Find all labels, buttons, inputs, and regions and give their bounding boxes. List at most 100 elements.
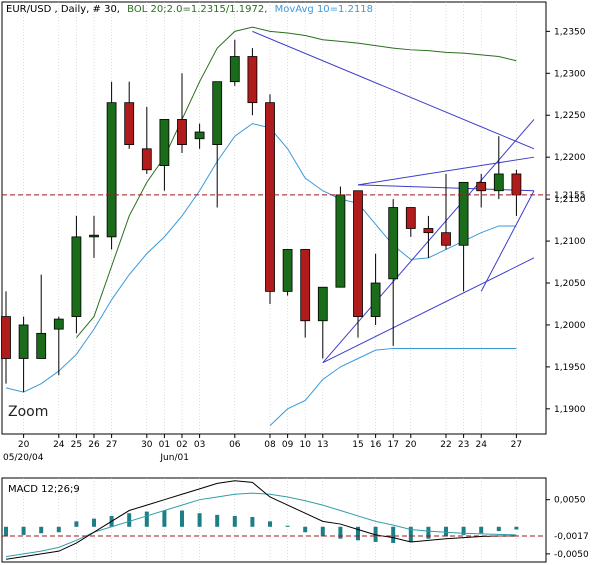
- bullish-candle: [18, 324, 29, 359]
- macd-lines: [2, 480, 546, 560]
- day-label: 20: [405, 440, 417, 450]
- bullish-candle: [194, 131, 205, 140]
- trendline: [322, 257, 535, 364]
- bollinger-bands: [76, 26, 517, 426]
- bullish-candle: [493, 173, 504, 192]
- macd-histogram-bar: [320, 526, 325, 537]
- bullish-candle: [317, 286, 328, 322]
- bullish-candle: [458, 181, 469, 246]
- bearish-candle: [476, 181, 487, 192]
- bullish-candle: [89, 234, 99, 238]
- price-tick-label: 1,2050: [554, 279, 586, 289]
- candles: [1, 39, 522, 393]
- macd-histogram-bar: [56, 526, 61, 533]
- macd-histogram-bar: [215, 514, 220, 527]
- macd-title: MACD 12;26;9: [8, 484, 80, 495]
- macd-histogram-bar: [444, 526, 448, 537]
- macd-histogram-bar: [92, 518, 96, 527]
- macd-histogram: [4, 510, 519, 544]
- day-label: 02: [176, 440, 187, 450]
- macd-histogram-bar: [496, 526, 501, 532]
- bullish-candle: [53, 318, 64, 330]
- price-axis-ticks: 1,2350 1,2300 1,2250 1,2200 1,2150 1,2100 1,20…: [546, 27, 586, 415]
- moving-average-10-line: [5, 123, 517, 393]
- bearish-candle: [177, 119, 187, 146]
- bullish-candle: [159, 119, 170, 166]
- current-price-line: 1,2155: [2, 191, 586, 201]
- bullish-candle: [370, 282, 381, 317]
- macd-histogram-bar: [461, 526, 466, 535]
- day-label: 17: [387, 440, 398, 450]
- macd-histogram-bar: [303, 526, 308, 533]
- day-label: 25: [71, 440, 82, 450]
- header-symbol: EUR/USD , Daily, # 30,: [6, 4, 120, 15]
- bearish-candle: [141, 148, 152, 171]
- date-label: 05/20/04: [3, 453, 44, 463]
- price-tick-label: 1,2150: [554, 195, 586, 205]
- macd-histogram-bar: [338, 526, 343, 539]
- bullish-candle: [106, 102, 117, 238]
- macd-tick-label: -0,0050: [554, 550, 589, 560]
- bollinger-upper-line: [76, 26, 517, 338]
- bearish-candle: [1, 316, 11, 359]
- bearish-candle: [441, 232, 451, 246]
- macd-histogram-bar: [162, 510, 167, 527]
- bullish-candle: [282, 249, 293, 292]
- day-label: 30: [141, 440, 153, 450]
- price-tick-label: 1,2300: [554, 69, 586, 79]
- bullish-candle: [229, 56, 240, 83]
- bullish-candle: [388, 207, 399, 280]
- macd-histogram-bar: [356, 526, 360, 541]
- macd-axis-ticks: 0,0050 -0,0050 -0,0017: [546, 496, 589, 560]
- day-label: 15: [352, 440, 363, 450]
- macd-histogram-bar: [268, 521, 272, 527]
- price-tick-label: 1,2350: [554, 27, 586, 37]
- bullish-candle: [36, 332, 47, 359]
- macd-histogram-bar: [514, 526, 519, 530]
- zoom-watermark: Zoom: [8, 404, 48, 420]
- day-label: 03: [194, 440, 205, 450]
- price-tick-label: 1,2200: [554, 153, 586, 163]
- macd-histogram-bar: [250, 517, 255, 527]
- chart-header: EUR/USD , Daily, # 30, BOL 20;2.0=1.2315…: [6, 4, 373, 15]
- bearish-candle: [405, 207, 416, 229]
- day-label: 27: [106, 440, 117, 450]
- bullish-candle: [71, 236, 82, 317]
- bearish-candle: [353, 190, 363, 317]
- trendline: [252, 30, 535, 150]
- bearish-candle: [300, 249, 311, 322]
- bollinger-lower-line: [269, 347, 517, 426]
- day-label: 13: [317, 440, 328, 450]
- day-label: 24: [475, 440, 487, 450]
- macd-tick-label: 0,0050: [554, 496, 586, 506]
- date-label: Jun/01: [159, 453, 189, 463]
- bearish-candle: [247, 56, 258, 104]
- macd-histogram-bar: [285, 525, 290, 527]
- day-label: 27: [511, 440, 522, 450]
- macd-histogram-bar: [4, 526, 8, 537]
- macd-histogram-bar: [232, 515, 237, 527]
- price-tick-label: 1,1900: [554, 405, 586, 415]
- macd-histogram-bar: [74, 521, 79, 527]
- moving-average-line: [5, 123, 517, 393]
- macd-histogram-bar: [373, 526, 378, 542]
- bearish-candle: [423, 228, 434, 234]
- day-label: 24: [53, 440, 65, 450]
- bearish-candle: [265, 102, 275, 292]
- day-label: 01: [159, 440, 170, 450]
- day-label: 06: [229, 440, 241, 450]
- macd-histogram-bar: [408, 526, 413, 542]
- trendline: [480, 190, 535, 292]
- price-tick-label: 1,2100: [554, 237, 586, 247]
- bullish-candle: [335, 194, 346, 288]
- macd-histogram-bar: [197, 513, 202, 527]
- header-bollinger: BOL 20;2.0=1.2315/1.1972,: [127, 4, 267, 15]
- price-tick-label: 1,2000: [554, 321, 586, 331]
- current-price-label: 1,2155: [554, 191, 586, 201]
- price-tick-label: 1,1950: [554, 363, 586, 373]
- macd-histogram-bar: [127, 513, 132, 527]
- date-axis-ticks: 20 24 25 26 27 30 01 02 03 06 08 09 10 13 15 16 17 20 22 23…: [3, 434, 522, 463]
- bullish-candle: [212, 81, 223, 146]
- macd-line: [5, 480, 517, 560]
- macd-histogram-bar: [21, 526, 26, 535]
